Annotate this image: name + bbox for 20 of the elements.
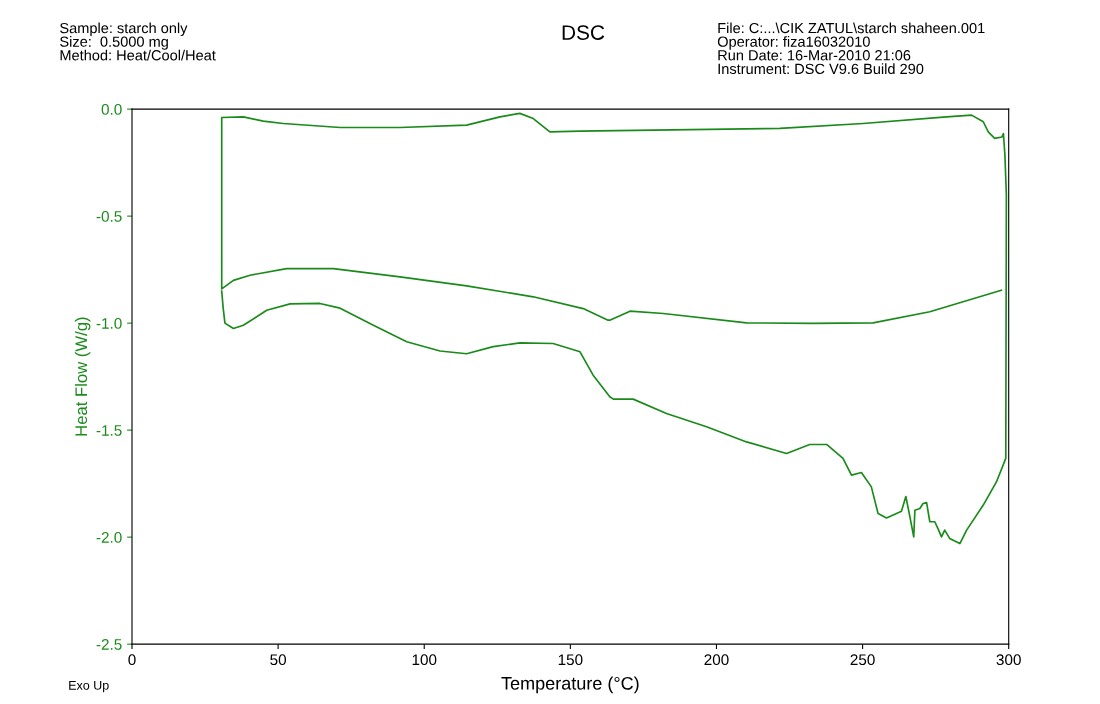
y-tick-label: -1.0 [96, 318, 122, 329]
text: File: C:...\CIK ZATUL\starch shaheen.001 Operator: fiza16032010 Run Date: 16-Mar-2010 21:06 Instrument: DSC V9.6 Build 290 [717, 22, 985, 75]
x-tick-label: 0 [128, 654, 136, 666]
x-tick-label: 150 [558, 654, 583, 666]
x-axis-title: Temperature (°C) [501, 676, 639, 694]
y-tick-label: -2.5 [96, 639, 122, 650]
y-tick-label: -1.5 [96, 425, 122, 436]
chart-title: DSC [562, 25, 605, 40]
y-tick-label: -2.0 [96, 532, 122, 543]
text: Sample: starch only Size: 0.5000 mg Method: Heat/Cool/Heat [60, 22, 216, 61]
line-series [220, 112, 1008, 545]
x-tick-label: 300 [996, 654, 1021, 666]
x-tick-label: 100 [412, 654, 437, 666]
x-tick-label: 200 [704, 654, 729, 666]
y-tick-label: -0.5 [96, 211, 122, 222]
text: Exo Up [69, 681, 109, 693]
y-tick-label: 0.0 [101, 103, 122, 115]
y-axis-title: Heat Flow (W/g) [74, 317, 91, 436]
x-tick-label: 250 [850, 654, 875, 666]
x-tick-label: 50 [270, 654, 287, 666]
